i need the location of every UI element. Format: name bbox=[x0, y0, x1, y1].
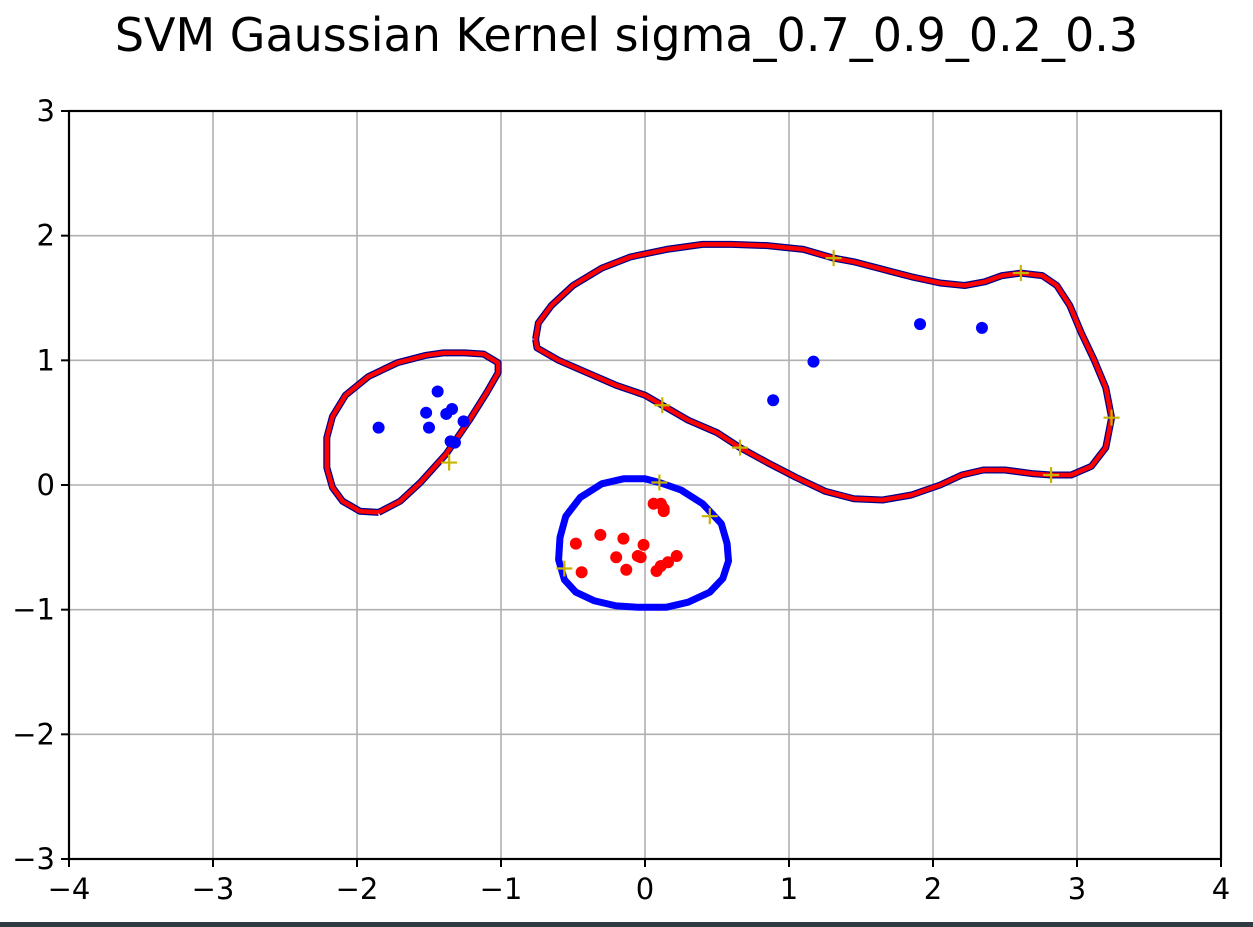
red-point bbox=[634, 551, 647, 564]
x-tick-label: 3 bbox=[1068, 872, 1086, 906]
blue-point bbox=[431, 385, 444, 398]
red-point bbox=[620, 563, 633, 576]
decision-boundary bbox=[533, 242, 1114, 503]
blue-point bbox=[446, 402, 459, 415]
blue-point bbox=[423, 421, 435, 434]
support-vector-marker bbox=[1012, 265, 1029, 282]
blue-point bbox=[767, 394, 780, 407]
y-tick-label: −3 bbox=[12, 842, 55, 876]
window-bottom-edge bbox=[0, 922, 1253, 927]
y-tick-label: 3 bbox=[37, 94, 55, 128]
decision-boundary bbox=[556, 476, 731, 610]
red-point bbox=[575, 566, 588, 579]
support-vector-marker bbox=[701, 508, 718, 525]
x-tick-label: −4 bbox=[48, 872, 91, 906]
chart-title: SVM Gaussian Kernel sigma_0.7_0.9_0.2_0.… bbox=[114, 8, 1139, 62]
red-point bbox=[594, 528, 607, 541]
decision-boundary bbox=[324, 350, 501, 515]
blue-point bbox=[914, 318, 927, 331]
support-vector-marker bbox=[556, 560, 573, 577]
blue-point bbox=[807, 355, 820, 368]
red-point bbox=[670, 550, 683, 563]
red-point bbox=[569, 537, 582, 550]
support-vector-marker bbox=[1103, 409, 1120, 426]
red-point bbox=[657, 505, 670, 518]
decision-boundaries bbox=[323, 240, 1116, 611]
y-tick-label: 1 bbox=[37, 343, 55, 377]
decision-boundary-edge bbox=[532, 240, 1116, 504]
y-tick-label: 0 bbox=[37, 468, 55, 502]
red-point bbox=[610, 551, 623, 564]
blue-point bbox=[448, 436, 461, 449]
x-tick-label: 1 bbox=[780, 872, 798, 906]
x-tick-label: 4 bbox=[1212, 872, 1230, 906]
blue-point bbox=[975, 321, 988, 334]
blue-point bbox=[372, 421, 385, 434]
y-tick-label: −2 bbox=[12, 717, 55, 751]
support-vector-marker bbox=[654, 397, 671, 414]
blue-point bbox=[457, 415, 470, 428]
y-tick-label: 2 bbox=[37, 219, 55, 253]
grid-lines bbox=[68, 110, 1222, 860]
support-vector-marker bbox=[1043, 467, 1060, 484]
x-tick-label: −1 bbox=[480, 872, 523, 906]
x-tick-label: −3 bbox=[192, 872, 235, 906]
support-vector-marker bbox=[825, 250, 842, 267]
support-vector-marker bbox=[441, 454, 458, 471]
x-tick-label: −2 bbox=[336, 872, 379, 906]
blue-point bbox=[420, 406, 433, 419]
data-points bbox=[372, 250, 1120, 579]
y-tick-label: −1 bbox=[12, 593, 55, 627]
red-point bbox=[650, 565, 663, 578]
red-point bbox=[637, 538, 650, 551]
x-tick-label: 2 bbox=[924, 872, 942, 906]
x-tick-label: 0 bbox=[636, 872, 654, 906]
support-vector-marker bbox=[651, 474, 668, 491]
support-vector-marker bbox=[732, 439, 749, 456]
red-point bbox=[617, 532, 630, 545]
